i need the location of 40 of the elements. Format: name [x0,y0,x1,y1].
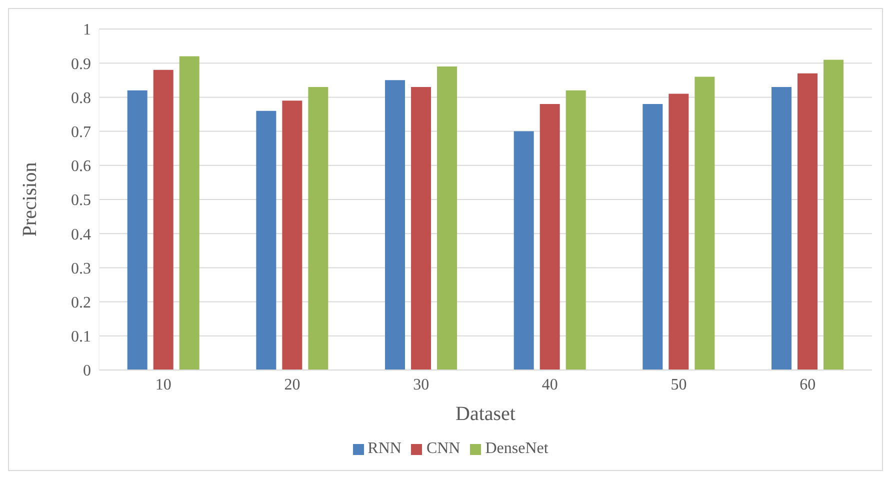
y-tick-label: 0.1 [71,328,91,346]
bar [256,110,276,370]
bar [308,86,328,370]
legend-label: DenseNet [485,440,548,457]
bar [514,131,534,370]
bar [437,66,458,370]
bar [824,60,844,370]
y-axis-title: Precision [19,162,42,237]
bar [282,100,302,370]
bar [411,86,432,370]
bar [772,86,792,370]
y-tick-label: 0.9 [71,56,91,73]
bar [566,90,586,370]
bar [127,90,148,370]
x-axis-title: Dataset [456,403,516,425]
y-tick-label: 0.7 [71,124,91,141]
y-tick-label: 0.5 [71,192,91,210]
legend-label: RNN [368,440,402,457]
bar [798,73,818,370]
bar [642,104,663,370]
x-tick-label: 30 [413,376,430,394]
bar [179,56,200,370]
x-tick-label: 50 [670,376,687,394]
y-tick-label: 0.8 [71,90,91,107]
x-tick-label: 40 [542,376,558,394]
bar [385,80,406,370]
legend-label: CNN [426,440,460,457]
x-tick-label: 20 [284,376,300,394]
y-tick-label: 0.6 [71,158,91,176]
y-tick-label: 0.3 [71,260,91,278]
y-tick-label: 0.4 [71,226,91,244]
x-tick-label: 60 [800,376,816,394]
y-tick-label: 0.2 [71,294,91,312]
bar [668,94,689,370]
bar [540,104,560,370]
x-tick-label: 10 [155,376,172,394]
y-tick-label: 0 [83,362,91,380]
y-tick-label: 1 [83,22,91,39]
bar [153,70,174,370]
bar [694,76,715,370]
